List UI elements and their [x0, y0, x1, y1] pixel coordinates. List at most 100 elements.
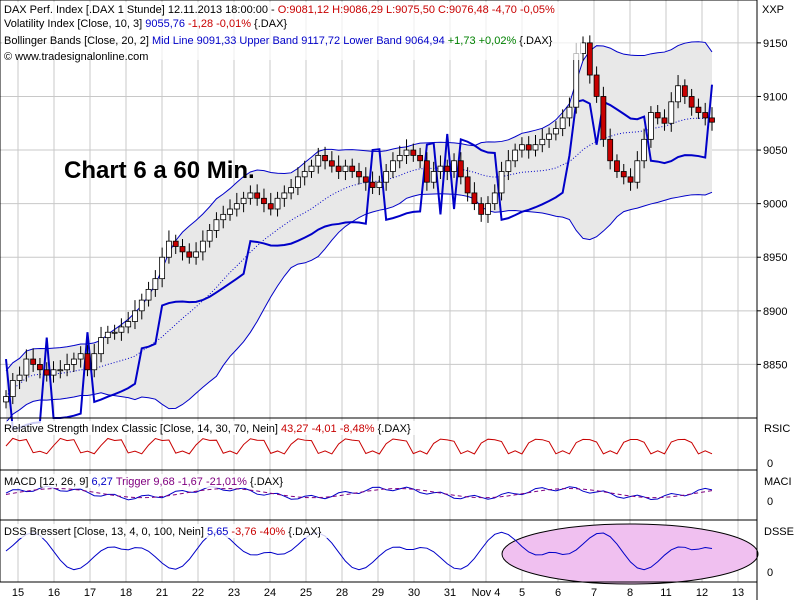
candle [77, 353, 84, 360]
candle [356, 171, 362, 178]
x-tick-label: 11 [660, 587, 671, 599]
candle [159, 256, 166, 280]
x-tick-label: 13 [732, 587, 744, 599]
candle [641, 138, 648, 162]
candle [111, 331, 118, 334]
y-tick-label: 9000 [763, 199, 787, 211]
candle [654, 112, 661, 119]
y-tick-label: 8900 [763, 306, 787, 318]
candle [410, 149, 417, 156]
candle [681, 85, 688, 97]
candle [525, 144, 532, 151]
candle [546, 133, 552, 140]
bollinger-upper [5, 41, 713, 372]
x-tick-label: 18 [120, 587, 132, 599]
candle [98, 337, 104, 355]
candle [166, 240, 172, 258]
candle [600, 96, 607, 140]
candle [648, 112, 654, 140]
candle [186, 251, 193, 258]
x-tick-label: 5 [519, 587, 525, 599]
candle [91, 353, 98, 371]
x-tick-label: 31 [444, 587, 456, 599]
candle [451, 160, 457, 172]
candle [614, 160, 620, 172]
candle [491, 192, 498, 205]
candle [145, 288, 152, 301]
candle [233, 203, 240, 210]
x-tick-label: 28 [336, 587, 348, 599]
x-tick-label: 17 [84, 587, 96, 599]
candle [206, 230, 213, 242]
candle [512, 149, 519, 162]
candle [573, 53, 580, 108]
candle [9, 380, 16, 397]
candle [70, 358, 77, 365]
candle [308, 165, 315, 172]
candle [498, 171, 505, 194]
candle [57, 369, 64, 372]
dss-line [5, 531, 713, 571]
candle [390, 160, 396, 172]
macd-header: MACD [12, 26, 9] 6,27 Trigger 9,68 -1,67 … [4, 476, 283, 488]
x-tick-label: 7 [591, 587, 597, 599]
candle [301, 171, 308, 178]
candle [607, 138, 614, 162]
candle [118, 326, 125, 333]
candle [444, 165, 451, 172]
candle [240, 197, 247, 205]
candle [471, 192, 478, 205]
candle [593, 74, 600, 97]
sub-plots [5, 437, 759, 585]
candle [702, 112, 709, 119]
candle [539, 138, 546, 146]
x-tick-label: 23 [228, 587, 240, 599]
dss-zero-label: 0 [767, 567, 773, 579]
x-tick-label: 25 [300, 587, 312, 599]
x-tick-label: 6 [555, 587, 561, 599]
candle [295, 176, 301, 188]
candle [369, 181, 376, 188]
candle [417, 155, 423, 162]
candle [349, 165, 356, 172]
rsi-line [5, 437, 713, 455]
candle [193, 251, 199, 258]
candle [335, 165, 342, 172]
annotation-title: Chart 6 a 60 Min. [64, 157, 255, 184]
candle [328, 160, 335, 167]
candle [559, 117, 566, 130]
x-tick-label: 8 [627, 587, 633, 599]
candle [267, 203, 274, 210]
candle [172, 240, 179, 247]
candle [3, 396, 9, 403]
x-tick-label: 29 [372, 587, 384, 599]
candle [620, 171, 627, 178]
candle [64, 364, 70, 371]
candle [688, 96, 695, 108]
candle [281, 192, 288, 199]
header-line3: Bollinger Bands [Close, 20, 2] Mid Line … [4, 35, 553, 47]
candle [519, 144, 525, 151]
candle [152, 278, 159, 290]
candle [362, 176, 369, 183]
y-tick-label: 8850 [763, 359, 787, 371]
macd-zero-label: 0 [767, 496, 773, 508]
candle [695, 106, 702, 113]
candle [464, 176, 471, 194]
header-line1: DAX Perf. Index [.DAX 1 Stunde] 12.11.20… [4, 4, 555, 16]
x-tick-label: Nov 4 [472, 587, 501, 599]
candle [423, 160, 430, 183]
y-tick-label: 9100 [763, 91, 787, 103]
candle [383, 171, 390, 183]
candle [532, 144, 539, 151]
candle [50, 369, 57, 376]
candle [586, 42, 593, 76]
candle [675, 85, 681, 103]
rsi-header: Relative Strength Index Classic [Close, … [4, 423, 411, 435]
dss-header: DSS Bressert [Close, 13, 4, 0, 100, Nein… [4, 526, 322, 538]
candle [43, 369, 50, 376]
candle [634, 160, 641, 183]
candle [261, 197, 267, 205]
